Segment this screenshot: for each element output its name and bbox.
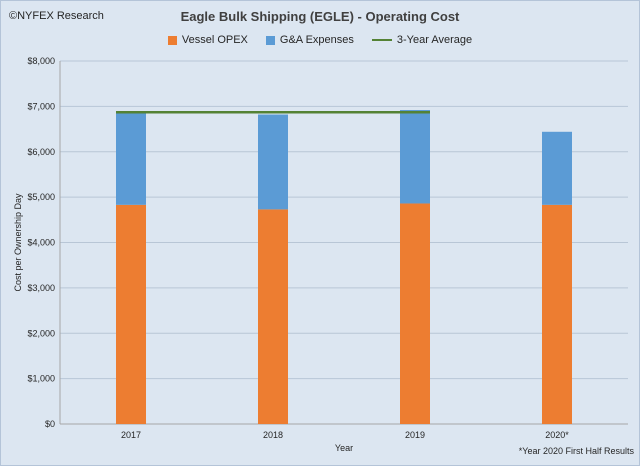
legend-item-ga-expenses: G&A Expenses [265, 34, 354, 46]
bar-ga-expenses [258, 114, 288, 210]
legend-swatch-ga-expenses [265, 35, 275, 45]
legend: Vessel OPEX G&A Expenses 3-Year Average [0, 34, 640, 46]
chart-title: Eagle Bulk Shipping (EGLE) - Operating C… [180, 9, 460, 24]
bar-vessel-opex [258, 209, 288, 424]
legend-item-3-year-average: 3-Year Average [371, 34, 473, 46]
legend-swatch-vessel-opex [167, 35, 177, 45]
footnote: *Year 2020 First Half Results [518, 446, 634, 456]
legend-label-vessel-opex: Vessel OPEX [181, 34, 248, 46]
bar-ga-expenses [400, 110, 430, 204]
legend-swatch-3-year-average [371, 39, 392, 41]
x-tick-label: 2017 [121, 430, 141, 440]
y-tick-label: $1,000 [27, 374, 55, 384]
bar-vessel-opex [116, 204, 146, 424]
y-tick-label: $6,000 [27, 147, 55, 157]
watermark: ©NYFEX Research [9, 10, 104, 22]
x-tick-label: 2019 [405, 430, 425, 440]
bar-ga-expenses [542, 131, 572, 205]
legend-label-ga-expenses: G&A Expenses [279, 34, 354, 46]
y-axis-title: Cost per Ownership Day [13, 193, 23, 292]
y-tick-label: $3,000 [27, 283, 55, 293]
x-tick-label: 2020* [545, 430, 569, 440]
x-tick-label: 2018 [263, 430, 283, 440]
y-tick-label: $7,000 [27, 101, 55, 111]
y-tick-label: $5,000 [27, 192, 55, 202]
legend-label-3-year-average: 3-Year Average [396, 34, 473, 46]
y-tick-label: $2,000 [27, 328, 55, 338]
y-tick-label: $8,000 [27, 56, 55, 66]
legend-item-vessel-opex: Vessel OPEX [167, 34, 248, 46]
y-tick-label: $4,000 [27, 238, 55, 248]
y-tick-label: $0 [45, 419, 55, 429]
bar-vessel-opex [542, 204, 572, 424]
bar-ga-expenses [116, 113, 146, 205]
x-axis-title: Year [335, 443, 353, 453]
bar-vessel-opex [400, 203, 430, 424]
